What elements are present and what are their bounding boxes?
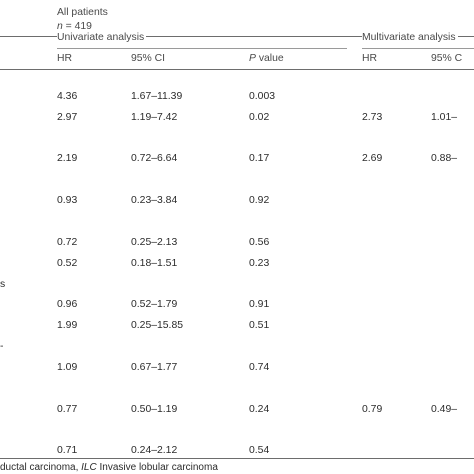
multivariate-header: Multivariate analysis	[362, 32, 458, 44]
row-8-p: 0.51	[249, 320, 270, 331]
row-3-hr: 2.19	[57, 153, 78, 164]
row-4-p: 0.92	[249, 195, 270, 206]
p-rest: value	[255, 53, 284, 64]
footnote: ductal carcinoma, ILC Invasive lobular c…	[0, 463, 218, 473]
n-label: n	[57, 21, 63, 32]
footnote-prefix: ductal carcinoma,	[0, 462, 82, 473]
row-1-p: 0.003	[249, 91, 276, 102]
row-5-hr: 0.72	[57, 237, 78, 248]
row-9-hr: 1.09	[57, 362, 78, 373]
multi-ci-header: 95% C	[431, 53, 463, 64]
left-cut-label-s: s	[0, 279, 6, 290]
row-10-p: 0.24	[249, 404, 270, 415]
p-italic: P	[249, 53, 256, 64]
header-rule	[0, 69, 474, 70]
row-1-ci: 1.67–11.39	[131, 91, 183, 102]
row-2-multi-ci: 1.01–	[431, 112, 458, 123]
top-rule	[0, 36, 474, 37]
row-10-multi-ci: 0.49–	[431, 404, 458, 415]
n-count: n = 419	[57, 21, 92, 32]
row-11-p: 0.54	[249, 445, 270, 456]
row-4-ci: 0.23–3.84	[131, 195, 178, 206]
row-6-p: 0.23	[249, 258, 270, 269]
left-cut-dash: -	[0, 341, 4, 352]
row-2-multi-hr: 2.73	[362, 112, 383, 123]
row-2-ci: 1.19–7.42	[131, 112, 178, 123]
row-3-ci: 0.72–6.64	[131, 153, 178, 164]
row-2-hr: 2.97	[57, 112, 78, 123]
row-9-p: 0.74	[249, 362, 270, 373]
bottom-rule	[0, 458, 474, 459]
multivariate-underline	[362, 48, 474, 49]
footnote-ilc-abbr: ILC	[81, 462, 97, 473]
row-11-hr: 0.71	[57, 445, 78, 456]
multi-hr-header: HR	[362, 53, 378, 64]
p-value-header: P value	[249, 53, 284, 64]
n-value: = 419	[65, 21, 92, 32]
row-10-multi-hr: 0.79	[362, 404, 383, 415]
row-11-ci: 0.24–2.12	[131, 445, 178, 456]
row-3-p: 0.17	[249, 153, 270, 164]
hr-header: HR	[57, 53, 73, 64]
row-2-p: 0.02	[249, 112, 270, 123]
footnote-ilc-text: Invasive lobular carcinoma	[96, 462, 218, 473]
row-9-ci: 0.67–1.77	[131, 362, 178, 373]
row-5-ci: 0.25–2.13	[131, 237, 178, 248]
row-3-multi-ci: 0.88–	[431, 153, 458, 164]
row-1-hr: 4.36	[57, 91, 78, 102]
row-6-hr: 0.52	[57, 258, 78, 269]
univariate-header: Univariate analysis	[57, 32, 147, 44]
row-7-hr: 0.96	[57, 299, 78, 310]
ci-header: 95% CI	[131, 53, 166, 64]
row-3-multi-hr: 2.69	[362, 153, 383, 164]
row-6-ci: 0.18–1.51	[131, 258, 178, 269]
row-10-hr: 0.77	[57, 404, 78, 415]
row-8-hr: 1.99	[57, 320, 78, 331]
univariate-underline	[57, 48, 347, 49]
row-5-p: 0.56	[249, 237, 270, 248]
row-10-ci: 0.50–1.19	[131, 404, 178, 415]
group-title: All patients	[57, 7, 108, 18]
row-7-p: 0.91	[249, 299, 270, 310]
row-8-ci: 0.25–15.85	[131, 320, 184, 331]
row-7-ci: 0.52–1.79	[131, 299, 178, 310]
row-4-hr: 0.93	[57, 195, 78, 206]
